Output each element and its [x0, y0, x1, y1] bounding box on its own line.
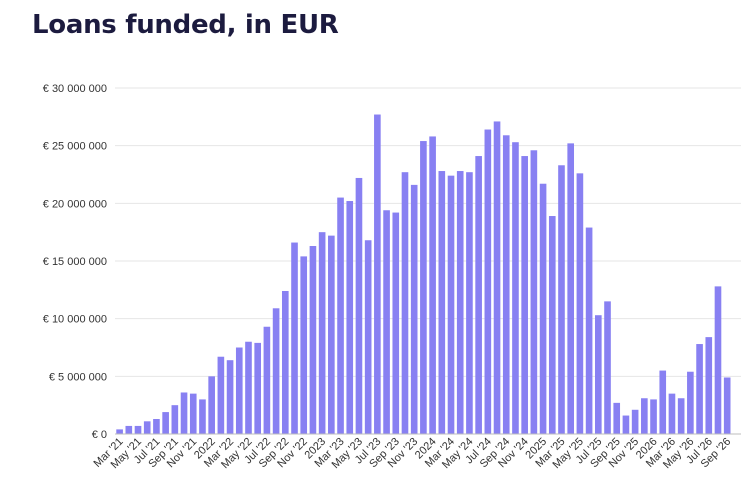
bar [171, 405, 179, 434]
bar [567, 143, 575, 435]
bar [199, 399, 206, 434]
bar [594, 315, 602, 434]
bar [217, 356, 225, 434]
bar [650, 399, 657, 434]
bar [300, 256, 308, 434]
bar [401, 172, 409, 434]
bar [548, 216, 556, 434]
bar [364, 240, 372, 434]
bar [723, 377, 731, 434]
bar [576, 173, 584, 434]
bar [309, 246, 317, 434]
bars [116, 114, 731, 435]
bar [143, 421, 151, 434]
bar [687, 371, 694, 434]
bar [180, 392, 188, 434]
bar [153, 419, 160, 434]
bar [263, 326, 271, 434]
bar [392, 212, 400, 434]
bar [337, 197, 344, 434]
bar [226, 360, 234, 434]
bar [374, 114, 381, 434]
bar [208, 376, 215, 434]
bar [235, 347, 243, 434]
gridlines [115, 87, 741, 377]
bar [438, 171, 446, 435]
bar [281, 290, 289, 434]
y-axis-ticks: € 0 € 5 000 000 € 10 000 000 € 15 000 000 € … [43, 83, 107, 441]
bar [705, 337, 713, 434]
bar [659, 370, 667, 434]
bar [484, 129, 492, 434]
bar [346, 201, 354, 434]
y-tick-label: € 10 000 000 [43, 314, 107, 326]
bar [272, 308, 280, 434]
bar [604, 301, 611, 434]
y-tick-label: € 15 000 000 [43, 256, 107, 268]
bar [641, 398, 648, 434]
bar [318, 232, 326, 434]
bar [355, 177, 363, 434]
bar [530, 150, 538, 434]
bar [245, 341, 252, 434]
bar [420, 141, 427, 434]
bar [696, 344, 703, 434]
bar [125, 425, 133, 434]
bar [521, 156, 528, 434]
bar [668, 393, 676, 434]
bar [502, 135, 510, 434]
y-tick-label: € 0 [92, 429, 107, 441]
bar [677, 398, 685, 434]
bar [631, 409, 639, 434]
bar [539, 183, 547, 434]
bar [585, 227, 593, 434]
bar [558, 165, 565, 435]
chart-title: Loans funded, in EUR [32, 10, 339, 40]
y-tick-label: € 5 000 000 [49, 371, 107, 383]
bar [456, 171, 464, 435]
bar [410, 184, 418, 434]
bar [116, 429, 123, 434]
bar [613, 402, 621, 434]
bar [291, 242, 298, 434]
bar [328, 235, 335, 434]
y-tick-label: € 30 000 000 [43, 83, 107, 95]
bar [383, 210, 390, 434]
bar [512, 142, 519, 434]
bar [466, 172, 473, 434]
bar [447, 175, 455, 435]
y-tick-label: € 20 000 000 [43, 198, 107, 210]
bar [475, 156, 482, 434]
y-tick-label: € 25 000 000 [43, 141, 107, 153]
bar [493, 121, 501, 435]
bar [254, 342, 262, 434]
bar [622, 415, 630, 434]
bar [714, 286, 722, 434]
bar [162, 412, 169, 434]
bar [134, 425, 142, 434]
bar [189, 393, 197, 434]
bar [429, 136, 436, 434]
